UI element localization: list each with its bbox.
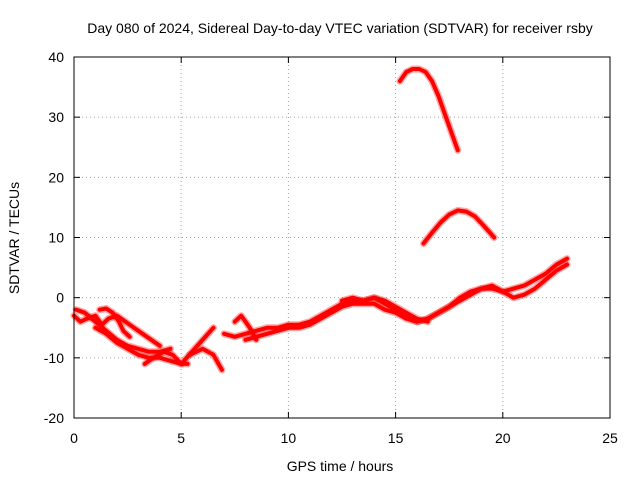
axis-layer	[73, 56, 611, 419]
chart-title: Day 080 of 2024, Sidereal Day-to-day VTE…	[87, 20, 593, 36]
y-tick-label: -10	[44, 350, 64, 366]
x-tick-label: 25	[602, 430, 618, 446]
series-line-e-halo	[141, 324, 217, 368]
y-tick-label: 30	[48, 109, 64, 125]
y-tick-label: 20	[48, 169, 64, 185]
series-layer	[70, 65, 571, 374]
series-line-c	[97, 306, 132, 339]
y-tick-label: 10	[48, 230, 64, 246]
y-tick-label: -20	[44, 410, 64, 426]
x-tick-label: 10	[281, 430, 297, 446]
series-line-a	[72, 313, 162, 348]
series-line-c-halo	[96, 305, 134, 341]
tick-label-layer: 0 5 10 15 20 25 -20 -10 0 10 20 30 40	[44, 49, 618, 446]
series-line-j	[340, 295, 430, 324]
series-line-d	[93, 325, 190, 366]
y-axis-label: SDTVAR / TECUs	[6, 182, 22, 294]
series-line-e	[142, 325, 216, 366]
x-tick-label: 20	[495, 430, 511, 446]
series-line-f	[187, 346, 224, 372]
series-line-b-halo	[72, 306, 174, 356]
series-line-d-halo	[91, 324, 192, 368]
x-tick-label: 5	[177, 430, 185, 446]
series-line-k-halo	[396, 65, 462, 154]
x-axis-label: GPS time / hours	[287, 458, 394, 474]
series-line-l	[421, 208, 497, 246]
grid-layer	[74, 57, 610, 418]
series-line-i-halo	[242, 261, 571, 344]
series-line-k	[397, 67, 460, 153]
y-tick-label: 40	[48, 49, 64, 65]
series-line-l-halo	[420, 206, 498, 247]
y-tick-label: 0	[56, 290, 64, 306]
series-line-j-halo	[338, 294, 432, 326]
series-line-h	[222, 256, 570, 339]
series-line-a-halo	[70, 312, 164, 350]
series-line-i	[243, 262, 570, 342]
x-tick-label: 15	[388, 430, 404, 446]
series-line-h-halo	[220, 255, 571, 341]
series-line-b	[74, 307, 173, 354]
x-tick-label: 0	[70, 430, 78, 446]
series-line-f-halo	[186, 345, 226, 374]
